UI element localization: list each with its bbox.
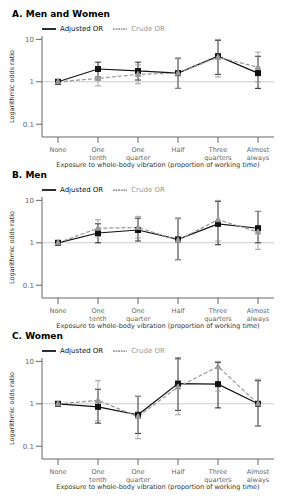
svg-text:1: 1 [30, 78, 34, 86]
svg-text:0.1: 0.1 [23, 121, 34, 129]
svg-text:Exposure to whole-body vibrati: Exposure to whole-body vibration (propor… [56, 483, 259, 491]
html-text:Adjusted OR: Adjusted OR [60, 24, 104, 33]
svg-text:0.1: 0.1 [23, 282, 34, 290]
svg-text:Threequarters: Threequarters [204, 307, 232, 323]
svg-text:Onequarter: Onequarter [126, 307, 150, 323]
svg-text:Exposure to whole-body vibrati: Exposure to whole-body vibration (propor… [56, 161, 259, 169]
svg-text:Half: Half [172, 307, 186, 315]
svg-text:Onequarter: Onequarter [126, 468, 150, 484]
svg-text:0.1: 0.1 [23, 443, 34, 451]
svg-text:Logarithmic odds ratio: Logarithmic odds ratio [8, 372, 16, 445]
svg-text:Exposure to whole-body vibrati: Exposure to whole-body vibration (propor… [56, 322, 259, 330]
svg-text:1: 1 [30, 239, 34, 247]
svg-text:Logarithmic odds ratio: Logarithmic odds ratio [8, 211, 16, 284]
html-text:Crude OR: Crude OR [131, 185, 165, 194]
svg-text:Half: Half [172, 146, 186, 154]
svg-text:Threequarters: Threequarters [204, 468, 232, 484]
svg-text:Almostalways: Almostalways [247, 468, 270, 484]
html-text:B. Men: B. Men [12, 170, 47, 180]
svg-text:Almostalways: Almostalways [247, 146, 270, 162]
html-text:A. Men and Women: A. Men and Women [12, 9, 110, 19]
svg-text:Onetenth: Onetenth [89, 468, 106, 484]
html-text:Adjusted OR: Adjusted OR [60, 346, 104, 355]
html-text:Crude OR: Crude OR [131, 346, 165, 355]
html-text:Adjusted OR: Adjusted OR [60, 185, 104, 194]
svg-text:Almostalways: Almostalways [247, 307, 270, 323]
svg-text:None: None [50, 468, 67, 476]
svg-text:Half: Half [172, 468, 186, 476]
svg-text:Onequarter: Onequarter [126, 146, 150, 162]
svg-text:Onetenth: Onetenth [89, 307, 106, 323]
svg-text:None: None [50, 146, 67, 154]
svg-text:None: None [50, 307, 67, 315]
svg-text:Threequarters: Threequarters [204, 146, 232, 162]
svg-text:10: 10 [25, 197, 34, 205]
svg-text:10: 10 [25, 358, 34, 366]
html-text:C. Women: C. Women [12, 331, 63, 341]
svg-text:Onetenth: Onetenth [89, 146, 106, 162]
svg-text:Logarithmic odds ratio: Logarithmic odds ratio [8, 50, 16, 123]
svg-text:1: 1 [30, 400, 34, 408]
svg-text:10: 10 [25, 36, 34, 44]
html-text:Crude OR: Crude OR [131, 24, 165, 33]
